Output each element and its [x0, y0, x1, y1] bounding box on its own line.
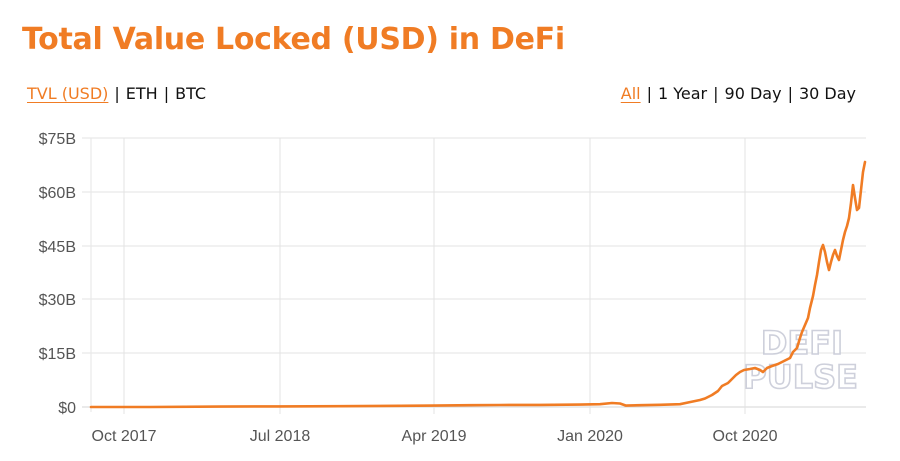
- x-tick-jul-2018: Jul 2018: [250, 428, 311, 445]
- separator: |: [787, 84, 793, 103]
- y-tick-75b: $75B: [39, 131, 76, 148]
- y-tick-45b: $45B: [39, 239, 76, 256]
- y-tick-30b: $30B: [39, 292, 76, 309]
- x-tick-oct-2020: Oct 2020: [713, 428, 778, 445]
- page-title: Total Value Locked (USD) in DeFi: [22, 22, 565, 57]
- separator: |: [646, 84, 652, 103]
- separator: |: [713, 84, 719, 103]
- tab-1-year[interactable]: 1 Year: [657, 84, 708, 103]
- separator: |: [163, 84, 170, 103]
- x-tick-oct-2017: Oct 2017: [92, 428, 157, 445]
- tvl-series-line: [89, 160, 867, 409]
- x-axis-labels: Oct 2017 Jul 2018 Apr 2019 Jan 2020 Oct …: [92, 428, 778, 445]
- watermark-line-2: PULSE: [743, 358, 858, 396]
- y-axis-labels: $75B $60B $45B $30B $15B $0: [39, 131, 76, 417]
- tab-tvl-usd[interactable]: TVL (USD): [27, 84, 109, 103]
- metric-tabs: TVL (USD) | ETH | BTC: [27, 84, 206, 103]
- y-tick-60b: $60B: [39, 185, 76, 202]
- tab-all[interactable]: All: [620, 84, 641, 103]
- x-tick-apr-2019: Apr 2019: [402, 428, 467, 445]
- tab-btc[interactable]: BTC: [175, 84, 207, 103]
- tab-eth[interactable]: ETH: [125, 84, 158, 103]
- y-tick-15b: $15B: [39, 346, 76, 363]
- separator: |: [114, 84, 120, 103]
- y-tick-0: $0: [58, 400, 76, 417]
- tab-90-day[interactable]: 90 Day: [724, 84, 782, 103]
- range-tabs: All | 1 Year | 90 Day | 30 Day: [621, 84, 856, 103]
- tab-30-day[interactable]: 30 Day: [798, 84, 856, 103]
- x-tick-jan-2020: Jan 2020: [557, 428, 623, 445]
